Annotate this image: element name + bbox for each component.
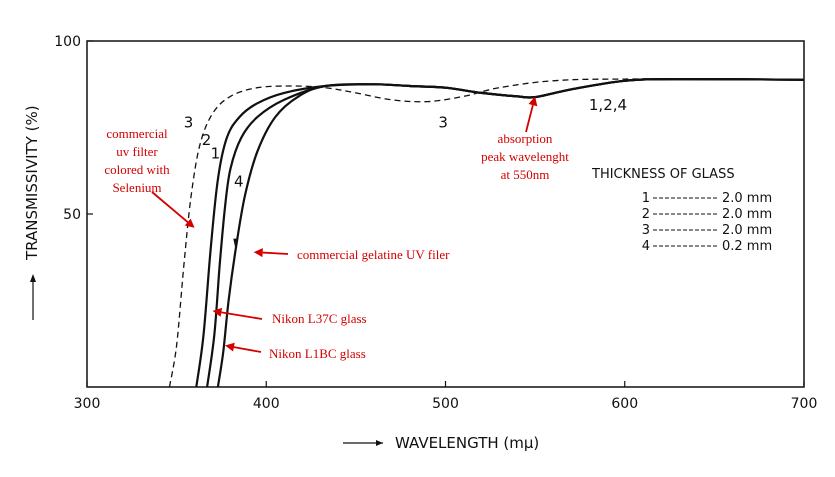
- x-axis-arrowhead: [376, 440, 383, 446]
- y-tick-label: 50: [63, 207, 81, 223]
- y-axis-label: TRANSMISSIVITY (%): [23, 105, 41, 261]
- curve-3: [168, 78, 805, 388]
- annotation-text: uv filter: [116, 144, 158, 159]
- x-tick-label: 400: [253, 396, 280, 412]
- annotation-text: peak wavelenght: [481, 149, 569, 164]
- annotation-arrow: [221, 311, 263, 320]
- curve-label: 3: [184, 114, 194, 132]
- legend-entry-label: 3: [642, 223, 650, 238]
- legend-entry-label: 2: [642, 207, 650, 222]
- curve-label: 1: [211, 145, 221, 163]
- curve-1: [195, 77, 805, 388]
- annotation-arrowhead: [528, 96, 538, 107]
- curve-4-arrowhead: [233, 238, 239, 251]
- annotation-arrowhead: [253, 248, 263, 258]
- annotation-arrowhead: [184, 218, 195, 228]
- legend-entry-value: 2.0 mm: [722, 223, 772, 238]
- x-tick-label: 700: [791, 396, 818, 412]
- annotation-text: at 550nm: [501, 167, 550, 182]
- y-tick-label: 100: [54, 34, 81, 50]
- legend-title: THICKNESS OF GLASS: [591, 167, 735, 182]
- annotation-text: Nikon L37C glass: [272, 311, 367, 326]
- curve-label: 3: [438, 114, 448, 132]
- curve-label: 4: [234, 172, 244, 190]
- annotation-text: Selenium: [112, 180, 161, 195]
- legend-entry-label: 4: [642, 239, 650, 254]
- legend-entry-value: 2.0 mm: [722, 191, 772, 206]
- legend-entry-label: 1: [642, 191, 650, 206]
- x-tick-label: 500: [432, 396, 459, 412]
- curve-4: [216, 77, 805, 388]
- legend-entry-value: 0.2 mm: [722, 239, 772, 254]
- annotation-arrowhead: [225, 342, 235, 352]
- annotation-arrow: [233, 346, 262, 353]
- annotation-arrow: [151, 191, 189, 223]
- legend-entry-value: 2.0 mm: [722, 207, 772, 222]
- curve-2: [206, 77, 805, 388]
- annotation-text: commercial: [106, 126, 168, 141]
- x-tick-label: 600: [611, 396, 638, 412]
- annotation-arrow: [262, 251, 289, 255]
- annotation-text: commercial gelatine UV filer: [297, 247, 450, 262]
- annotation-arrow: [525, 104, 534, 133]
- y-axis-arrowhead: [30, 274, 36, 282]
- annotation-text: Nikon L1BC glass: [269, 346, 366, 361]
- x-tick-label: 300: [74, 396, 101, 412]
- annotation-text: colored with: [104, 162, 170, 177]
- annotation-arrowhead: [212, 307, 223, 317]
- curve-label: 1,2,4: [589, 96, 627, 114]
- curve-label: 2: [202, 131, 212, 149]
- annotation-text: absorption: [498, 131, 553, 146]
- x-axis-label: WAVELENGTH (mμ): [395, 434, 539, 452]
